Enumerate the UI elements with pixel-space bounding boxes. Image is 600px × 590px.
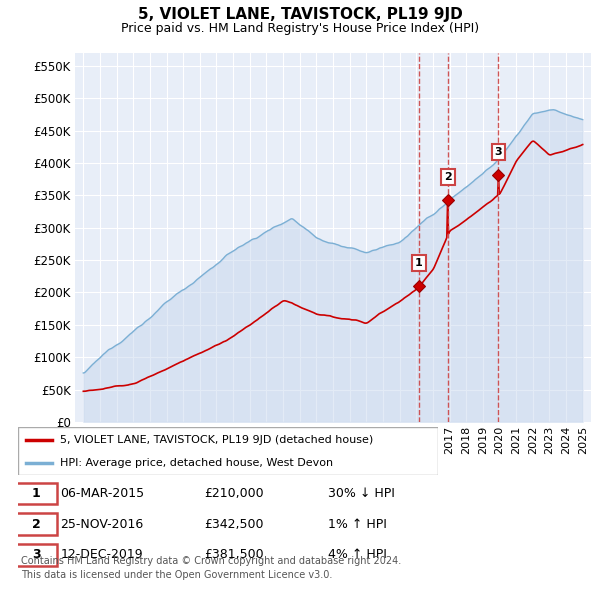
- Text: £381,500: £381,500: [204, 548, 264, 561]
- FancyBboxPatch shape: [15, 544, 58, 566]
- Text: 12-DEC-2019: 12-DEC-2019: [60, 548, 143, 561]
- Text: 1% ↑ HPI: 1% ↑ HPI: [328, 517, 387, 530]
- Text: Contains HM Land Registry data © Crown copyright and database right 2024.
This d: Contains HM Land Registry data © Crown c…: [21, 556, 401, 580]
- Text: 06-MAR-2015: 06-MAR-2015: [60, 487, 145, 500]
- FancyBboxPatch shape: [15, 483, 58, 504]
- Text: 30% ↓ HPI: 30% ↓ HPI: [328, 487, 395, 500]
- Text: 25-NOV-2016: 25-NOV-2016: [60, 517, 143, 530]
- Text: 3: 3: [494, 147, 502, 157]
- Text: £210,000: £210,000: [204, 487, 264, 500]
- Text: 2: 2: [32, 517, 41, 530]
- Text: 4% ↑ HPI: 4% ↑ HPI: [328, 548, 387, 561]
- Text: 5, VIOLET LANE, TAVISTOCK, PL19 9JD: 5, VIOLET LANE, TAVISTOCK, PL19 9JD: [137, 8, 463, 22]
- Text: HPI: Average price, detached house, West Devon: HPI: Average price, detached house, West…: [60, 458, 333, 468]
- Text: 1: 1: [415, 258, 423, 268]
- Text: 5, VIOLET LANE, TAVISTOCK, PL19 9JD (detached house): 5, VIOLET LANE, TAVISTOCK, PL19 9JD (det…: [60, 435, 373, 445]
- Text: 1: 1: [32, 487, 41, 500]
- Text: 3: 3: [32, 548, 41, 561]
- Text: Price paid vs. HM Land Registry's House Price Index (HPI): Price paid vs. HM Land Registry's House …: [121, 22, 479, 35]
- Text: £342,500: £342,500: [204, 517, 263, 530]
- FancyBboxPatch shape: [15, 513, 58, 535]
- FancyBboxPatch shape: [18, 427, 438, 475]
- Text: 2: 2: [444, 172, 452, 182]
